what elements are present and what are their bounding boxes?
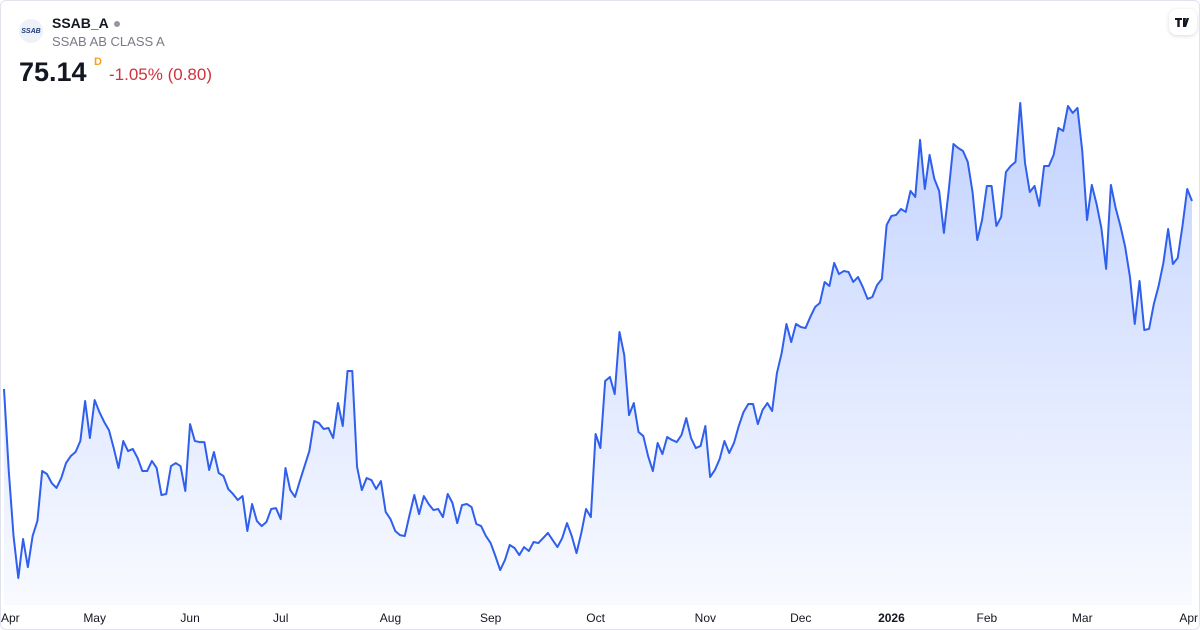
x-tick-label: Oct <box>586 611 605 625</box>
x-tick-label: Aug <box>380 611 401 625</box>
price-line <box>3 102 1193 579</box>
x-tick-label: Nov <box>695 611 716 625</box>
description: SSAB AB CLASS A <box>52 34 165 49</box>
change: -1.05% (0.80) <box>109 65 212 84</box>
tradingview-logo[interactable] <box>1169 9 1197 35</box>
x-tick-label: 2026 <box>878 611 905 625</box>
tv-icon <box>1175 18 1190 27</box>
price: 75.14 <box>19 57 87 87</box>
interval: D <box>94 56 102 68</box>
logo: SSAB <box>19 19 43 43</box>
x-tick-label: Mar <box>1072 611 1093 625</box>
x-tick-label: Apr <box>1 611 20 625</box>
x-tick-label: Feb <box>976 611 997 625</box>
x-tick-label: Apr <box>1179 611 1198 625</box>
x-tick-label: Dec <box>790 611 811 625</box>
x-tick-label: Jul <box>273 611 288 625</box>
symbol[interactable]: SSAB_A <box>52 15 109 31</box>
tv-glyph <box>1175 18 1190 27</box>
x-tick-label: May <box>83 611 106 625</box>
x-tick-label: Jun <box>180 611 199 625</box>
area-fill <box>4 103 1192 605</box>
symbol-row[interactable]: SSAB_A <box>52 15 120 31</box>
x-tick-label: Sep <box>480 611 502 625</box>
status-dot <box>113 21 120 28</box>
